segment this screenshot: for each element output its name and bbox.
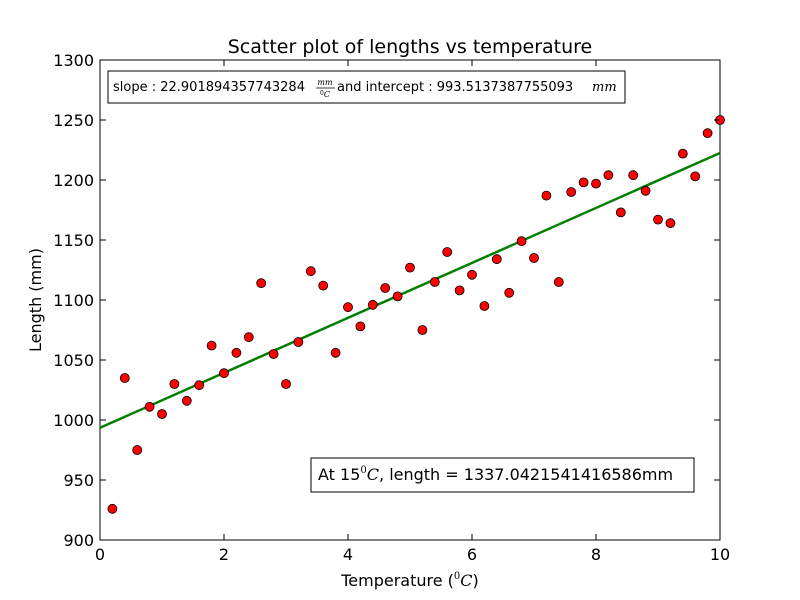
- data-point: [367, 299, 378, 310]
- data-point: [219, 368, 229, 379]
- data-point: [343, 302, 353, 313]
- points-layer: [107, 115, 725, 514]
- y-tick-label: 1150: [53, 231, 94, 250]
- data-point: [417, 325, 428, 335]
- prediction-annotation-text: At 150C, length = 1337.0421541416586mm: [318, 465, 673, 484]
- x-tick-label: 6: [467, 545, 477, 564]
- data-point: [653, 214, 663, 225]
- data-point: [194, 380, 205, 391]
- data-point: [628, 170, 639, 181]
- data-point: [702, 128, 713, 139]
- data-point: [479, 301, 490, 311]
- data-point: [380, 283, 391, 293]
- data-point: [281, 379, 291, 389]
- data-point: [268, 349, 279, 359]
- data-point: [454, 285, 465, 296]
- fit-line: [99, 151, 721, 429]
- data-point: [243, 332, 254, 343]
- fit-line-layer: [99, 151, 721, 429]
- data-point: [615, 207, 626, 218]
- data-point: [157, 409, 167, 419]
- fit-annotation-slope: slope : 22.901894357743284: [113, 80, 305, 95]
- data-point: [169, 379, 180, 389]
- x-axis-label: Temperature (0C): [340, 571, 479, 590]
- data-point: [107, 503, 118, 514]
- data-point: [553, 277, 564, 287]
- y-tick-label: 1200: [53, 171, 94, 190]
- y-tick-label: 950: [63, 471, 94, 490]
- slope-unit-denominator: 0C: [320, 90, 330, 99]
- data-point: [355, 321, 366, 332]
- x-tick-label: 0: [95, 545, 105, 564]
- data-point: [541, 190, 552, 201]
- data-point: [293, 337, 304, 347]
- data-point: [591, 178, 601, 189]
- data-point: [467, 269, 477, 280]
- data-point: [181, 395, 192, 406]
- y-tick-label: 1050: [53, 351, 94, 370]
- prediction-annotation: At 150C, length = 1337.0421541416586mm: [310, 457, 695, 493]
- y-tick-label: 1250: [53, 111, 94, 130]
- data-point: [132, 445, 143, 455]
- data-point: [429, 277, 440, 287]
- data-point: [603, 170, 614, 181]
- data-point: [566, 187, 577, 197]
- chart-title: Scatter plot of lengths vs temperature: [228, 36, 593, 58]
- data-point: [405, 262, 415, 273]
- data-point: [491, 254, 502, 265]
- x-tick-label: 8: [591, 545, 601, 564]
- data-point: [442, 247, 453, 257]
- data-point: [504, 287, 515, 298]
- data-point: [330, 347, 341, 358]
- x-tick-label: 4: [343, 545, 353, 564]
- data-point: [529, 253, 539, 263]
- data-point: [119, 373, 130, 383]
- y-tick-label: 1000: [53, 411, 94, 430]
- data-point: [144, 401, 155, 412]
- y-axis-label: Length (mm): [26, 248, 45, 352]
- prediction-annotation-box: [310, 457, 695, 493]
- x-tick-label: 10: [710, 545, 730, 564]
- y-tick-label: 1100: [53, 291, 94, 310]
- data-point: [665, 218, 676, 229]
- data-point: [516, 236, 527, 247]
- intercept-unit: mm: [592, 80, 617, 95]
- data-point: [677, 148, 688, 159]
- data-point: [690, 171, 701, 182]
- ticks-layer: 0 2 4 6 8 10 900 950 1000 1050 1100 1150 1200 1250 130…: [53, 51, 730, 564]
- data-point: [206, 340, 217, 351]
- fit-annotation-intercept: and intercept : 993.5137387755093: [337, 80, 573, 95]
- data-point: [392, 291, 403, 302]
- slope-unit-numerator: mm: [317, 78, 333, 87]
- data-point: [305, 266, 316, 277]
- data-point: [318, 280, 329, 291]
- data-point: [231, 347, 242, 358]
- y-tick-label: 1300: [53, 51, 94, 70]
- y-tick-label: 900: [63, 531, 94, 550]
- fit-annotation: slope : 22.901894357743284 mm 0C and int…: [107, 70, 626, 104]
- data-point: [578, 177, 589, 188]
- x-tick-label: 2: [219, 545, 229, 564]
- fit-annotation-box: [107, 70, 626, 104]
- data-point: [640, 185, 651, 196]
- data-point: [256, 278, 267, 289]
